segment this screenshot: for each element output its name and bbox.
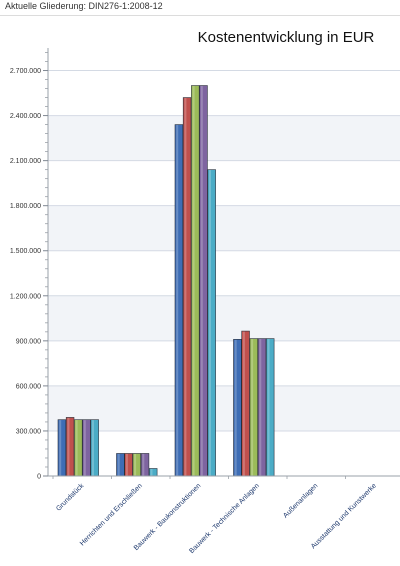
header-bar: Aktuelle Gliederung: DIN276-1:2008-12 xyxy=(0,0,400,16)
bar-highlight xyxy=(142,453,145,476)
x-category-label: Außenanlagen xyxy=(282,482,319,519)
bar xyxy=(241,330,250,477)
bar xyxy=(132,453,141,477)
bar xyxy=(174,124,184,477)
bar-highlight xyxy=(92,420,94,476)
bar-highlight xyxy=(184,98,187,476)
bar xyxy=(199,85,208,477)
bar-highlight xyxy=(251,339,254,476)
bar-highlight xyxy=(59,420,62,476)
bar-highlight xyxy=(150,468,153,476)
bar xyxy=(257,338,267,477)
bar-highlight xyxy=(176,125,179,476)
bar-highlight xyxy=(259,339,262,476)
grid-band xyxy=(48,115,400,161)
grid-band xyxy=(48,385,400,431)
bars xyxy=(57,85,275,477)
y-tick-label: 900.000 xyxy=(16,338,41,345)
bar xyxy=(149,468,158,477)
bar xyxy=(191,85,200,477)
bar-highlight xyxy=(200,86,203,476)
bar xyxy=(182,97,192,477)
chart-title: Kostenentwicklung in EUR xyxy=(198,29,375,46)
y-tick-label: 1.800.000 xyxy=(10,203,41,210)
x-category-label: Bauwerk - Baukonstruktionen xyxy=(133,482,203,552)
y-tick-label: 300.000 xyxy=(16,428,41,435)
bar xyxy=(249,338,258,477)
bar-highlight xyxy=(67,417,70,476)
bar xyxy=(233,339,242,477)
bar-highlight xyxy=(242,331,245,476)
x-category-label: Herrichten und Erschließen xyxy=(79,482,144,547)
bar xyxy=(140,453,150,477)
bar-highlight xyxy=(125,453,128,476)
bar xyxy=(57,419,67,477)
x-category-label: Grundstück xyxy=(55,482,86,513)
bar xyxy=(124,453,133,477)
y-tick-label: 2.700.000 xyxy=(10,68,41,75)
bar-highlight xyxy=(134,453,137,476)
bar-highlight xyxy=(267,339,270,476)
y-tick-label: 1.500.000 xyxy=(10,248,41,255)
y-tick-label: 0 xyxy=(37,474,41,481)
y-tick-label: 1.200.000 xyxy=(10,293,41,300)
y-tick-label: 600.000 xyxy=(16,383,41,390)
y-tick-label: 2.100.000 xyxy=(10,158,41,165)
grid-lines xyxy=(48,70,400,432)
y-axis-ticks: 0 300.000 600.000 900.000 1.200.000 1.500.000… xyxy=(10,52,48,481)
bar-highlight xyxy=(234,339,237,476)
bar xyxy=(65,417,75,477)
bar xyxy=(82,419,91,477)
bar-highlight xyxy=(209,170,211,476)
bar xyxy=(265,338,275,477)
x-category-label: Bauwerk - Technische Anlagen xyxy=(188,482,261,555)
bar-highlight xyxy=(117,453,120,476)
bar xyxy=(116,453,125,477)
outline-label: Aktuelle Gliederung: DIN276-1:2008-12 xyxy=(5,1,163,11)
bar-highlight xyxy=(192,86,195,476)
cost-development-chart: 0 300.000 600.000 900.000 1.200.000 1.500.000… xyxy=(10,29,400,555)
x-category-label: Ausstattung und Kunstwerke xyxy=(310,482,378,550)
grid-band xyxy=(48,205,400,251)
bar-highlight xyxy=(75,420,78,476)
bar xyxy=(207,169,216,477)
bar xyxy=(90,419,99,477)
y-tick-label: 2.400.000 xyxy=(10,113,41,120)
grid-band xyxy=(48,295,400,341)
bar-highlight xyxy=(83,420,86,476)
bar xyxy=(74,419,83,477)
